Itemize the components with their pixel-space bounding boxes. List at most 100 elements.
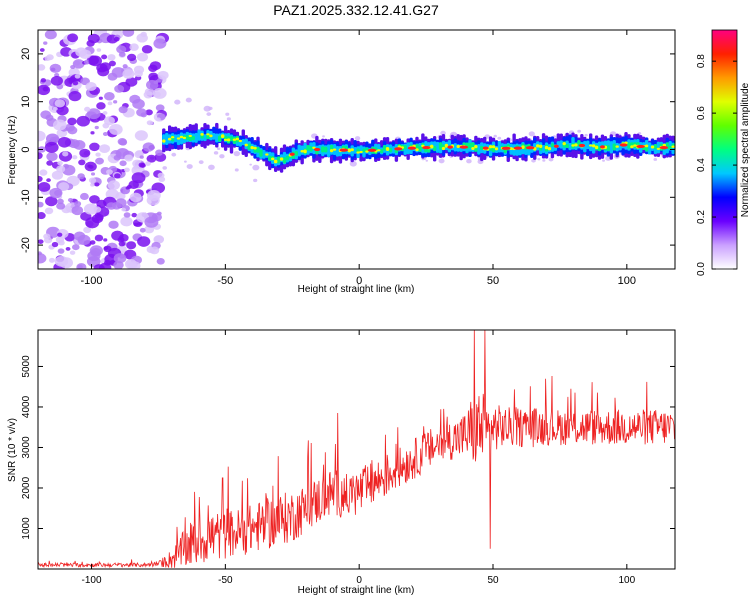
spectrogram-noise-blob — [133, 222, 139, 227]
spectrogram-faint-blob — [184, 160, 187, 163]
spectrogram-peak-cell — [289, 152, 295, 156]
x-tick-label: -100 — [81, 275, 103, 287]
spectrogram-ridge-cell — [524, 144, 528, 151]
spectrogram-noise-blob — [128, 261, 141, 269]
x-tick-label: 100 — [618, 575, 635, 586]
spectrogram-faint-blob — [493, 134, 497, 138]
spectrogram-faint-blob — [226, 117, 231, 121]
spectrogram-noise-blob — [72, 155, 78, 160]
spectrogram-ridge-cell — [167, 137, 172, 141]
spectrogram-faint-blob — [425, 159, 429, 162]
spectrogram-ridge-cell — [297, 144, 301, 157]
spectrogram-ridge-cell — [265, 153, 269, 156]
spectrogram-faint-blob — [198, 160, 204, 165]
spectrogram-ridge-cell — [571, 144, 575, 147]
spectrogram-noise-blob — [89, 240, 96, 245]
spectrogram-ridge-cell — [430, 144, 434, 149]
spectrogram-ridge-cell — [247, 143, 251, 150]
spectrogram-ridge-cell — [568, 142, 572, 151]
spectrogram-noise-blob — [148, 72, 159, 81]
spectrogram-peak-cell — [501, 146, 511, 150]
y-tick-label: 20 — [20, 48, 32, 60]
spectrogram-noise-blob — [57, 137, 72, 148]
spectrogram-ridge-cell — [444, 143, 449, 148]
y-tick-label: 2000 — [21, 476, 32, 499]
spectrogram-ridge-cell — [583, 140, 587, 153]
spectrogram-noise-blob — [145, 109, 153, 116]
y-tick-label: 1000 — [21, 517, 32, 540]
spectrogram-noise-blob — [44, 55, 51, 61]
spectrogram-faint-blob — [186, 164, 193, 170]
spectrogram-noise-blob — [39, 169, 48, 176]
spectrogram-ridge-cell — [480, 145, 484, 151]
spectrogram-ridge-cell — [432, 146, 437, 152]
spectrogram-ridge-cell — [491, 145, 496, 149]
spectrogram-ridge-cell — [212, 133, 216, 140]
chart-title: PAZ1.2025.332.12.41.G27 — [273, 2, 439, 18]
spectrogram-noise-blob — [107, 101, 113, 106]
spectrogram-noise-blob — [108, 220, 119, 229]
snr-series-line — [38, 330, 675, 569]
spectrogram-ridge-cell — [435, 141, 440, 153]
spectrogram-ridge-cell — [403, 144, 407, 150]
spectrogram-ridge-cell — [188, 135, 192, 142]
spectrogram-ridge-cell — [612, 143, 616, 151]
spectrogram-ridge-cell — [191, 135, 195, 141]
spectrogram-noise-blob — [139, 155, 144, 159]
snr-background — [38, 330, 675, 569]
spectrogram-faint-blob — [584, 133, 588, 137]
spectrogram-noise-blob — [131, 172, 146, 184]
spectrogram-ridge-cell — [276, 156, 281, 164]
spectrogram-ridge-cell — [574, 143, 578, 147]
spectrogram-ridge-cell — [303, 149, 307, 154]
spectrogram-ridge-cell — [456, 144, 460, 149]
spectrogram-ridge-cell — [415, 148, 419, 152]
spectrogram-ridge-cell — [326, 144, 331, 157]
spectrogram-ridge-cell — [382, 145, 387, 151]
spectrogram-noise-blob — [57, 232, 63, 237]
spectrogram-noise-blob — [72, 59, 85, 69]
spectrogram-noise-blob — [158, 176, 166, 182]
spectrogram-ridge-cell — [226, 138, 231, 142]
spectrogram-noise-blob — [38, 212, 46, 220]
spectrogram-ridge-cell — [562, 142, 566, 146]
spectrogram-ridge-cell — [241, 138, 245, 146]
colorbar-ticks: 0.0 0.2 0.4 0.6 0.8 — [696, 54, 737, 276]
spectrogram-noise-blob — [49, 187, 63, 199]
x-tick-label: -50 — [217, 275, 233, 287]
spectrogram-peak-cell — [422, 145, 431, 150]
spectrogram-ridge-cell — [541, 144, 546, 153]
spectrogram-noise-blob — [116, 45, 127, 54]
spectrogram-ridge-cell — [362, 148, 366, 153]
spectrogram-noise-blob — [142, 142, 155, 152]
spectrogram-ridge-cell — [656, 147, 661, 151]
spectrogram-noise-blob — [61, 164, 76, 176]
spectrogram-ridge-cell — [179, 132, 184, 145]
snr-y-ticks: 1000 2000 3000 4000 5000 — [21, 355, 675, 540]
spectrogram-ridge-cell — [218, 135, 222, 142]
spectrogram-ridge-cell — [494, 147, 499, 151]
spectrogram-noise-blob — [87, 33, 100, 44]
spectrogram-noise-blob — [137, 236, 151, 247]
colorbar-tick-label: 0.6 — [696, 106, 707, 120]
spectrogram-ridge-cell — [615, 145, 619, 148]
spectrogram-faint-blob — [253, 178, 258, 183]
x-tick-label: -50 — [218, 575, 233, 586]
spectrogram-noise-blob — [51, 170, 64, 180]
spectrogram-noise-blob — [38, 239, 44, 244]
spectrogram-noise-blob — [90, 183, 95, 187]
spectrogram-ridge-cell — [377, 149, 381, 152]
spectrogram-ridge-cell — [194, 132, 198, 143]
spectrogram-ridge-cell — [176, 137, 181, 140]
spectrogram-noise-blob — [38, 201, 44, 208]
spectrogram-faint-blob — [548, 157, 554, 162]
spectrogram-noise-blob — [42, 86, 49, 92]
spectrogram-ridge-cell — [521, 145, 525, 150]
spectrogram-noise-blob — [72, 81, 79, 86]
spectrogram-ridge-cell — [209, 134, 213, 138]
spectrogram-peak-cell — [407, 146, 417, 150]
spectrogram-faint-blob — [208, 106, 213, 111]
spectrogram-x-axis-label: Height of straight line (km) — [298, 284, 415, 295]
snr-y-axis-label: SNR (10 * v/v) — [7, 418, 18, 482]
spectrogram-ridge-cell — [365, 150, 369, 153]
